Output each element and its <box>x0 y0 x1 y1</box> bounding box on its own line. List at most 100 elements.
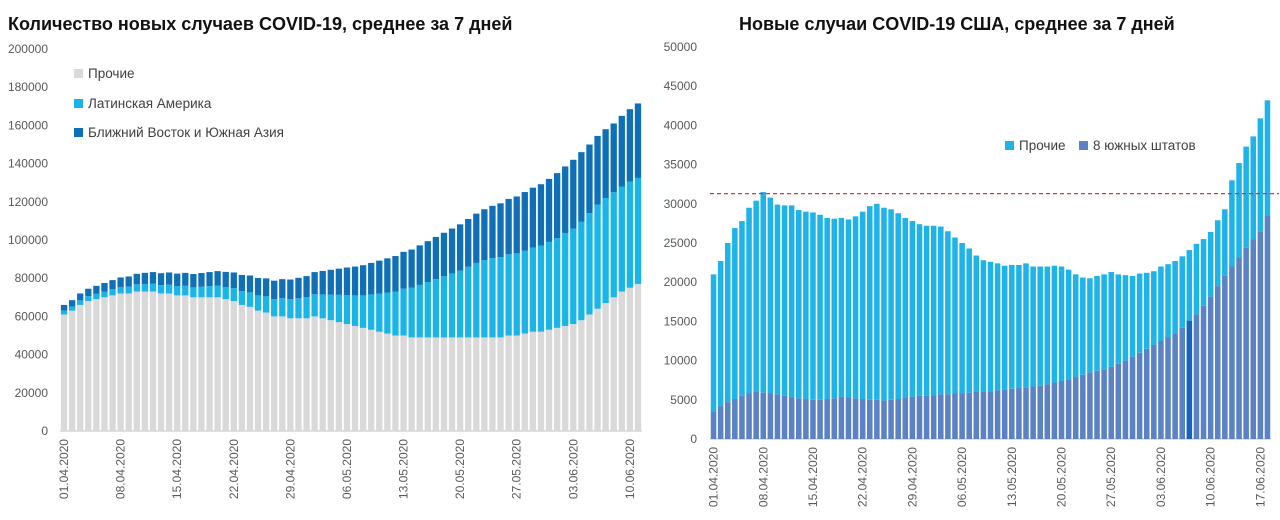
bar-segment <box>753 391 759 439</box>
bar-segment <box>206 297 213 431</box>
bar-segment <box>521 192 528 251</box>
bar-segment <box>874 203 880 400</box>
bar-segment <box>1193 243 1200 315</box>
bar-segment <box>1044 384 1051 439</box>
bar-segment <box>456 337 464 431</box>
bar-segment <box>141 283 149 292</box>
bar-segment <box>68 300 76 307</box>
bar-segment <box>739 395 745 439</box>
y-tick-label: 0 <box>690 432 697 446</box>
bar-segment <box>1087 278 1093 373</box>
x-tick-label: 08.04.2020 <box>756 447 770 507</box>
bar-segment <box>1087 372 1093 439</box>
bar-segment <box>303 297 310 319</box>
bar-segment <box>562 166 569 234</box>
bar-segment <box>174 295 181 431</box>
y-tick-label: 200000 <box>8 42 48 56</box>
x-tick-label: 22.04.2020 <box>856 447 870 507</box>
bar-segment <box>222 286 229 300</box>
bar-segment <box>952 237 958 394</box>
bar-segment <box>214 297 221 431</box>
bar-segment <box>190 274 197 288</box>
bar-segment <box>125 293 132 431</box>
bar-segment <box>222 299 229 431</box>
y-tick-label: 80000 <box>15 271 49 285</box>
bar-segment <box>408 287 415 338</box>
bar-segment <box>109 295 116 431</box>
x-tick-label: 01.04.2020 <box>57 439 71 499</box>
bar-segment <box>376 293 383 332</box>
bar-segment <box>1094 275 1100 371</box>
bar-segment <box>945 231 951 395</box>
bar-segment <box>109 289 116 296</box>
bar-segment <box>254 295 262 311</box>
x-tick-label: 03.06.2020 <box>566 439 580 499</box>
bar-segment <box>1165 264 1171 338</box>
bar-segment <box>238 304 246 431</box>
x-tick-label: 13.05.2020 <box>397 439 411 499</box>
bar-segment <box>473 337 480 431</box>
bar-segment <box>424 241 431 283</box>
bar-segment <box>101 291 108 298</box>
bar-segment <box>271 299 278 317</box>
y-tick-label: 100000 <box>8 233 48 247</box>
bar-segment <box>465 218 472 267</box>
bar-segment <box>966 248 972 393</box>
bar-segment <box>327 269 334 295</box>
bar-segment <box>230 288 237 302</box>
bar-segment <box>781 395 788 439</box>
bar-segment <box>810 212 816 400</box>
bar-segment <box>85 288 92 297</box>
bar-segment <box>295 277 302 299</box>
y-tick-label: 45000 <box>664 79 698 93</box>
bar-segment <box>767 393 774 439</box>
bar-segment <box>1072 274 1079 378</box>
y-tick-label: 35000 <box>664 158 698 172</box>
bar-segment <box>513 335 520 431</box>
bar-segment <box>1094 370 1100 439</box>
bar-segment <box>634 283 642 431</box>
bar-segment <box>165 284 173 294</box>
bar-segment <box>553 238 561 328</box>
bar-segment <box>198 286 205 298</box>
bar-segment <box>149 272 157 284</box>
bar-segment <box>376 331 383 431</box>
bar-segment <box>895 399 901 439</box>
bar-segment <box>279 298 286 317</box>
bar-segment <box>831 218 838 399</box>
bar-segment <box>1129 356 1136 439</box>
bar-segment <box>867 399 873 439</box>
x-tick-label: 27.05.2020 <box>1104 447 1118 507</box>
bar-segment <box>141 272 149 284</box>
bar-segment <box>626 109 634 182</box>
y-tick-label: 140000 <box>8 157 48 171</box>
bar-segment <box>303 318 310 431</box>
bar-segment <box>190 287 197 298</box>
bar-segment <box>262 312 270 431</box>
bar-segment <box>994 263 1001 391</box>
bar-segment <box>838 396 845 439</box>
bar-segment <box>578 320 585 431</box>
bar-segment <box>916 395 923 439</box>
bar-segment <box>959 393 965 439</box>
left-chart-panel: Количество новых случаев COVID-19, средн… <box>7 14 642 500</box>
bar-segment <box>408 337 415 431</box>
bar-segment <box>85 296 92 302</box>
bar-segment <box>440 232 448 277</box>
x-tick-label: 10.06.2020 <box>623 439 637 499</box>
bar-segment <box>327 320 334 431</box>
bar-segment <box>384 333 391 431</box>
bar-segment <box>335 322 343 431</box>
bar-segment <box>732 228 738 400</box>
bar-segment <box>973 255 980 392</box>
bar-segment <box>133 273 140 285</box>
bar-segment <box>1122 360 1129 439</box>
bar-segment <box>165 293 173 431</box>
bar-segment <box>1158 341 1164 439</box>
bar-segment <box>724 402 731 439</box>
bar-segment <box>489 337 496 431</box>
bar-segment <box>610 192 617 298</box>
bar-segment <box>1257 231 1264 439</box>
bar-segment <box>952 393 958 439</box>
x-tick-label: 01.04.2020 <box>707 447 721 507</box>
